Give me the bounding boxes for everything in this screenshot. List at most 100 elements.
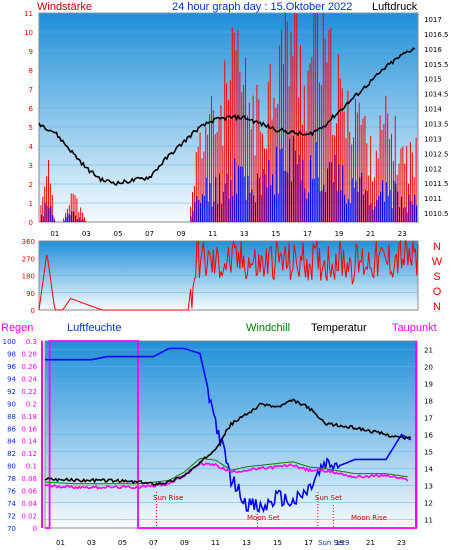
direction-tick-label: 0 xyxy=(31,307,35,315)
compass-label: N xyxy=(433,301,441,313)
pressure-tick-label: 1016.5 xyxy=(424,31,449,39)
wind-x-tick-label: 09 xyxy=(177,230,186,238)
temperature-tick-label: 20 xyxy=(424,364,433,372)
humidity-tick-label: 86 xyxy=(7,425,16,433)
windchill-line xyxy=(44,457,408,485)
compass-label: W xyxy=(432,256,443,268)
humidity-tick-label: 92 xyxy=(7,388,16,396)
temperature-line xyxy=(44,398,412,486)
legend-humidity: Luftfeuchte xyxy=(67,322,121,334)
temperature-tick-label: 12 xyxy=(424,500,433,508)
rain-tick-label: 0.24 xyxy=(21,375,37,383)
wind-tick-label: 4 xyxy=(29,143,34,151)
humidity-tick-label: 98 xyxy=(7,350,16,358)
pressure-tick-label: 1012.5 xyxy=(424,150,449,158)
weather-x-tick-label: 09 xyxy=(180,539,189,547)
wind-title: Windstärke xyxy=(37,1,92,13)
humidity-line xyxy=(45,347,412,514)
weather-x-tick-label: 19 xyxy=(335,539,344,547)
temperature-tick-label: 19 xyxy=(424,381,433,389)
wind-tick-label: 9 xyxy=(29,48,33,56)
wind-x-tick-label: 05 xyxy=(113,230,122,238)
compass-label: S xyxy=(433,271,440,283)
legend-temperature: Temperatur xyxy=(311,322,367,334)
humidity-tick-label: 84 xyxy=(7,438,16,446)
rain-tick-label: 0.02 xyxy=(21,513,37,521)
date-title: 24 hour graph day : 15.Oktober 2022 xyxy=(172,1,352,13)
wind-x-tick-label: 13 xyxy=(240,230,249,238)
direction-line xyxy=(38,239,419,311)
weather-x-tick-label: 21 xyxy=(366,539,375,547)
humidity-tick-label: 90 xyxy=(7,400,16,408)
pressure-tick-label: 1016 xyxy=(424,46,442,54)
wind-tick-label: 3 xyxy=(29,162,33,170)
rain-tick-label: 0.16 xyxy=(21,425,37,433)
wind-x-tick-label: 17 xyxy=(303,230,312,238)
wind-tick-label: 10 xyxy=(24,29,33,37)
rain-tick-label: 0.08 xyxy=(21,475,37,483)
pressure-tick-label: 1012 xyxy=(424,165,442,173)
humidity-tick-label: 100 xyxy=(3,338,16,346)
sun-set-axis-label: Sun Set9 xyxy=(318,539,350,547)
rain-tick-label: 0.28 xyxy=(21,350,37,358)
compass-label: N xyxy=(433,241,441,253)
humidity-tick-label: 88 xyxy=(7,413,16,421)
wind-x-tick-label: 19 xyxy=(335,230,344,238)
pressure-tick-label: 1014.5 xyxy=(424,91,449,99)
weather-x-tick-label: 13 xyxy=(242,539,251,547)
rain-tick-label: 0.2 xyxy=(26,400,37,408)
weather-x-tick-label: 01 xyxy=(56,539,65,547)
direction-tick-label: 90 xyxy=(26,290,35,298)
weather-x-tick-label: 15 xyxy=(273,539,282,547)
moon-set-label: Moon Set xyxy=(247,514,280,522)
pressure-tick-label: 1011.5 xyxy=(424,180,449,188)
legend-windchill: Windchill xyxy=(246,322,290,334)
weather-x-tick-label: 11 xyxy=(211,539,220,547)
wind-x-tick-label: 11 xyxy=(208,230,217,238)
pressure-tick-label: 1011 xyxy=(424,195,442,203)
humidity-tick-label: 82 xyxy=(7,450,16,458)
weather-x-tick-label: 03 xyxy=(87,539,96,547)
wind-tick-label: 1 xyxy=(29,200,33,208)
rain-tick-label: 0.26 xyxy=(21,363,37,371)
pressure-tick-label: 1014 xyxy=(424,106,442,114)
wind-tick-label: 8 xyxy=(29,67,33,75)
temperature-tick-label: 16 xyxy=(424,432,433,440)
wind-x-tick-label: 07 xyxy=(145,230,154,238)
direction-tick-label: 180 xyxy=(22,273,35,281)
rain-tick-label: 0 xyxy=(33,525,37,533)
humidity-tick-label: 76 xyxy=(7,488,16,496)
rain-tick-label: 0.06 xyxy=(21,488,37,496)
humidity-tick-label: 74 xyxy=(7,500,16,508)
wind-x-tick-label: 15 xyxy=(271,230,280,238)
temperature-tick-label: 15 xyxy=(424,449,433,457)
rain-tick-label: 0.14 xyxy=(21,438,37,446)
weather-x-tick-label: 23 xyxy=(397,539,406,547)
wind-x-tick-label: 01 xyxy=(50,230,59,238)
rain-tick-label: 0.22 xyxy=(21,388,37,396)
temperature-tick-label: 21 xyxy=(424,347,433,355)
temperature-tick-label: 17 xyxy=(424,415,433,423)
legend-rain: Regen xyxy=(1,322,33,334)
sun-set-label: Sun Set xyxy=(315,494,342,502)
legend-dewpoint: Taupunkt xyxy=(392,322,437,334)
pressure-tick-label: 1010.5 xyxy=(424,210,449,218)
pressure-tick-label: 1017 xyxy=(424,16,442,24)
rain-tick-label: 0.18 xyxy=(21,413,37,421)
humidity-tick-label: 96 xyxy=(7,363,16,371)
rain-tick-label: 0.3 xyxy=(26,338,37,346)
moon-rise-label: Moon Rise xyxy=(351,514,387,522)
humidity-tick-label: 78 xyxy=(7,475,16,483)
wind-tick-label: 6 xyxy=(29,105,34,113)
rain-tick-label: 0.04 xyxy=(21,500,37,508)
wind-tick-label: 11 xyxy=(24,10,33,18)
weather-x-tick-label: 05 xyxy=(118,539,127,547)
rain-line xyxy=(45,340,417,529)
pressure-tick-label: 1015 xyxy=(424,76,442,84)
weather-x-tick-label: 17 xyxy=(304,539,313,547)
rain-tick-label: 0.12 xyxy=(21,450,37,458)
pressure-tick-label: 1015.5 xyxy=(424,61,449,69)
wind-x-tick-label: 23 xyxy=(398,230,407,238)
temperature-tick-label: 11 xyxy=(424,517,433,525)
